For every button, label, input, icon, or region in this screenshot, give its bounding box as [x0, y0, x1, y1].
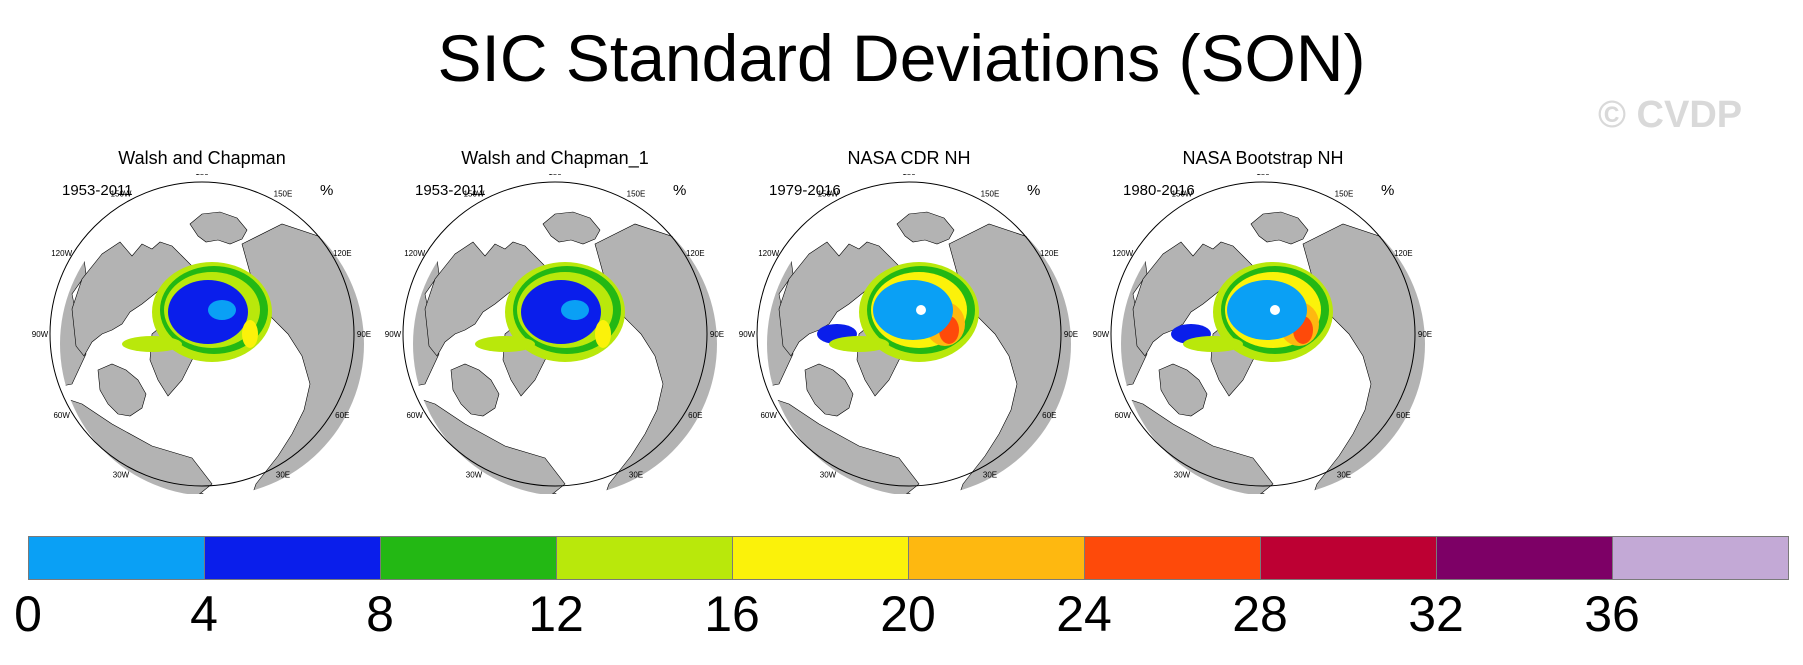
longitude-label: 120E	[333, 249, 352, 258]
panel-years: 1979-2016	[769, 182, 841, 199]
panel-units: %	[1027, 182, 1041, 199]
map-panel: Walsh and Chapman 1953-2011% 180 150E 120E 90…	[32, 140, 372, 510]
panel-title: Walsh and Chapman	[118, 148, 286, 168]
longitude-label: 0	[200, 492, 205, 494]
longitude-label: 120E	[1394, 249, 1413, 258]
longitude-label: 120W	[404, 249, 425, 258]
longitude-label: 90W	[32, 330, 49, 339]
colorbar-tick-label: 36	[1584, 586, 1640, 642]
longitude-label: 30W	[1174, 470, 1191, 479]
colorbar-swatch	[732, 536, 909, 580]
longitude-label: 30E	[276, 470, 290, 479]
longitude-label: 150E	[627, 190, 646, 199]
longitude-label: 120W	[1112, 249, 1133, 258]
longitude-label: 120W	[758, 249, 779, 258]
longitude-label: 150E	[274, 190, 293, 199]
map-panel: Walsh and Chapman_1 1953-2011% 180 150E 120E…	[385, 140, 725, 510]
longitude-label: 150W	[818, 190, 839, 199]
longitude-label: 150W	[1172, 190, 1193, 199]
panel-years: 1953-2011	[62, 182, 133, 199]
colorbar-tick-label: 4	[190, 586, 218, 642]
colorbar-tick-label: 12	[528, 586, 584, 642]
longitude-label: 90E	[357, 330, 371, 339]
colorbar-tick-label: 24	[1056, 586, 1112, 642]
colorbar-swatch	[1084, 536, 1261, 580]
colorbar-swatch	[1260, 536, 1437, 580]
longitude-label: 60E	[1042, 411, 1056, 420]
colorbar-tick-label: 32	[1408, 586, 1464, 642]
colorbar-swatch	[908, 536, 1085, 580]
colorbar-swatch	[28, 536, 205, 580]
longitude-label: 150W	[464, 190, 485, 199]
panel-years: 1953-2011	[415, 182, 486, 199]
longitude-label: 60W	[760, 411, 777, 420]
panel-title: Walsh and Chapman_1	[461, 148, 649, 168]
figure-title: SIC Standard Deviations (SON)	[437, 21, 1366, 95]
longitude-label: 60E	[335, 411, 349, 420]
longitude-label: 180	[548, 174, 562, 177]
longitude-label: 30W	[466, 470, 483, 479]
longitude-label: 180	[1256, 174, 1270, 177]
longitude-label: 90E	[1064, 330, 1078, 339]
colorbar-swatch	[556, 536, 733, 580]
colorbar-swatch	[1436, 536, 1613, 580]
polar-map: 180 150E 120E 90E 60E 30E 0 30W 60W 90W 120W 150W	[739, 174, 1078, 494]
colorbar-swatch	[204, 536, 381, 580]
longitude-label: 0	[553, 492, 558, 494]
longitude-label: 60W	[1114, 411, 1131, 420]
colorbar	[28, 536, 1789, 582]
cvdp-watermark: © CVDP	[1598, 94, 1743, 136]
longitude-label: 120E	[686, 249, 705, 258]
longitude-label: 180	[195, 174, 209, 177]
map-panel: NASA Bootstrap NH 1980-2016% 180 150E 120E 90…	[1093, 140, 1433, 510]
longitude-label: 90E	[1418, 330, 1432, 339]
longitude-label: 120W	[51, 249, 72, 258]
panel-title: NASA Bootstrap NH	[1182, 148, 1344, 168]
polar-map: 180 150E 120E 90E 60E 30E 0 30W 60W 90W 120W 150W	[385, 174, 724, 494]
map-panel: NASA CDR NH 1979-2016% 180 150E 120E 90E 60E 30…	[739, 140, 1079, 510]
longitude-label: 120E	[1040, 249, 1059, 258]
longitude-label: 90W	[385, 330, 402, 339]
panel-years: 1980-2016	[1123, 182, 1195, 199]
longitude-label: 150W	[111, 190, 132, 199]
longitude-label: 30E	[629, 470, 643, 479]
longitude-label: 90W	[739, 330, 756, 339]
colorbar-tick-label: 0	[14, 586, 42, 642]
longitude-label: 150E	[1335, 190, 1354, 199]
colorbar-tick-label: 28	[1232, 586, 1288, 642]
longitude-label: 30W	[113, 470, 130, 479]
panel-title: NASA CDR NH	[847, 148, 971, 168]
longitude-label: 150E	[981, 190, 1000, 199]
longitude-label: 30W	[820, 470, 837, 479]
longitude-label: 90W	[1093, 330, 1110, 339]
longitude-label: 30E	[1337, 470, 1351, 479]
longitude-label: 60W	[53, 411, 70, 420]
polar-map: 180 150E 120E 90E 60E 30E 0 30W 60W 90W 120W 150W	[32, 174, 371, 494]
longitude-label: 30E	[983, 470, 997, 479]
longitude-label: 60W	[406, 411, 423, 420]
longitude-label: 90E	[710, 330, 724, 339]
longitude-label: 180	[902, 174, 916, 177]
colorbar-swatch	[1612, 536, 1789, 580]
longitude-label: 60E	[688, 411, 702, 420]
longitude-label: 0	[1261, 492, 1266, 494]
colorbar-tick-label: 20	[880, 586, 936, 642]
longitude-label: 60E	[1396, 411, 1410, 420]
longitude-label: 0	[907, 492, 912, 494]
panel-units: %	[673, 182, 687, 199]
polar-map: 180 150E 120E 90E 60E 30E 0 30W 60W 90W 120W 150W	[1093, 174, 1432, 494]
panel-units: %	[320, 182, 334, 199]
panel-units: %	[1381, 182, 1395, 199]
colorbar-tick-label: 8	[366, 586, 394, 642]
colorbar-tick-label: 16	[704, 586, 760, 642]
colorbar-swatch	[380, 536, 557, 580]
